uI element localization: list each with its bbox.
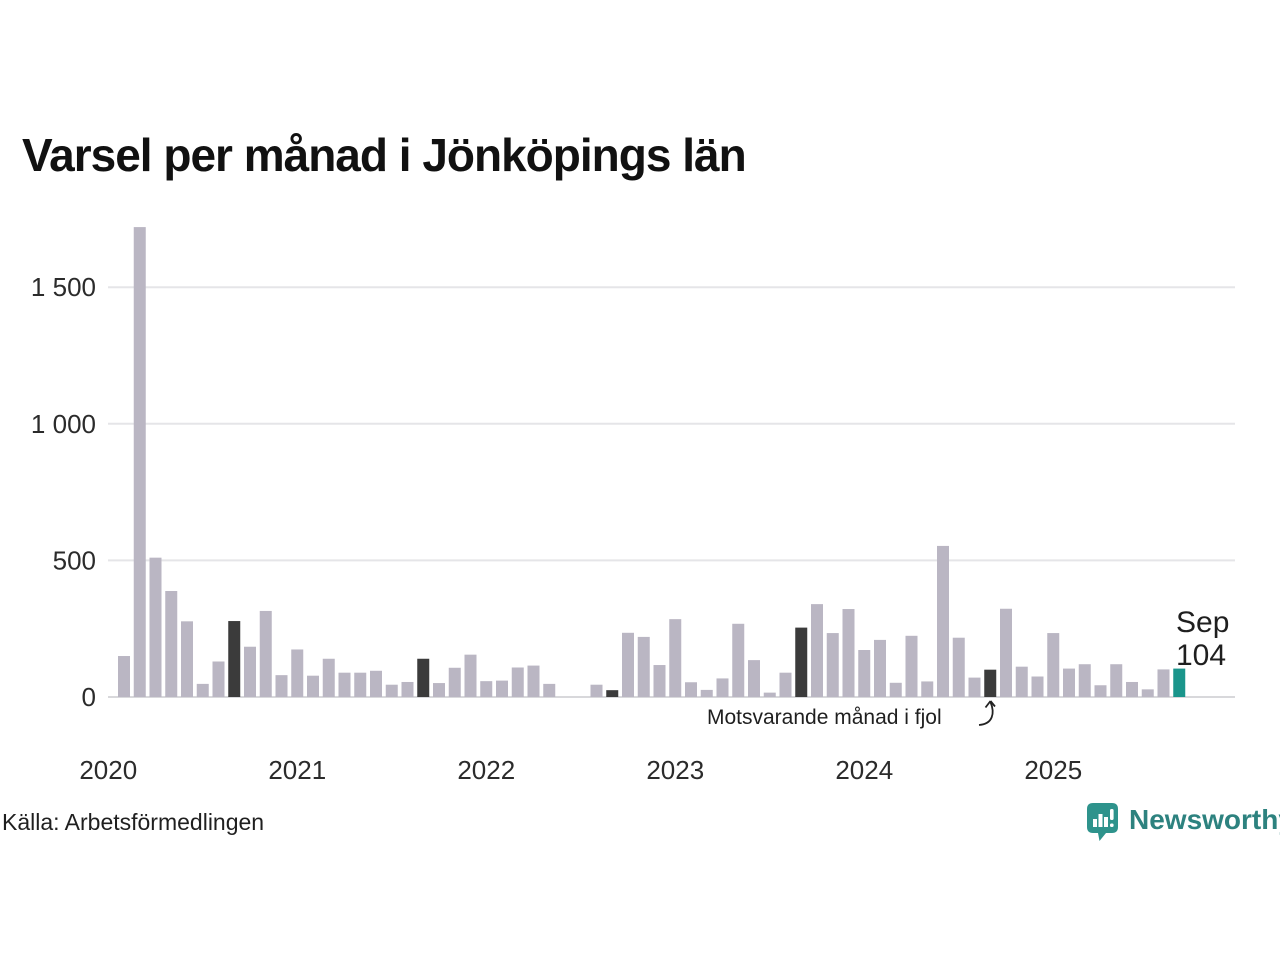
bar-2023-09 <box>795 627 808 697</box>
source-caption: Källa: Arbetsförmedlingen <box>2 809 265 835</box>
bar-2020-03 <box>133 227 146 697</box>
newsworthy-logo-text: Newsworthy <box>1129 804 1280 835</box>
bar-2021-01 <box>291 649 304 697</box>
bar-2025-04 <box>1094 685 1107 697</box>
bar-2025-07 <box>1141 689 1154 697</box>
bar-2020-09 <box>228 621 241 697</box>
bar-2022-05 <box>543 683 556 697</box>
bar-2020-12 <box>275 675 288 697</box>
bar-2025-01 <box>1047 633 1060 697</box>
bar-2023-11 <box>826 633 839 697</box>
bar-2021-03 <box>322 658 335 697</box>
compare-annotation-label: Motsvarande månad i fjol <box>707 706 942 729</box>
bar-2025-06 <box>1126 681 1138 697</box>
y-tick-0: 0 <box>82 682 96 712</box>
bar-2020-10 <box>244 646 256 697</box>
bar-2021-07 <box>385 684 398 697</box>
x-year-label-2025: 2025 <box>1024 755 1082 785</box>
bar-2024-05 <box>921 681 934 697</box>
bar-2020-04 <box>149 557 162 697</box>
bar-2023-07 <box>763 692 776 697</box>
bar-2022-10 <box>622 632 634 697</box>
bar-2023-05 <box>732 623 745 697</box>
bar-2022-08 <box>590 684 603 697</box>
bar-2022-04 <box>527 665 540 697</box>
bar-2022-09 <box>606 690 619 697</box>
bar-2024-12 <box>1031 676 1044 697</box>
bar-2021-10 <box>433 683 445 697</box>
bar-2023-12 <box>842 609 855 697</box>
bar-2020-07 <box>196 683 209 697</box>
bar-2023-03 <box>700 689 713 697</box>
bar-2020-06 <box>181 621 193 697</box>
bar-2023-04 <box>716 678 729 697</box>
bar-2025-08 <box>1157 669 1170 697</box>
bar-chart: 0 500 1 000 1 500 2020 2021 2022 2023 2024 2025 <box>31 227 1235 785</box>
bar-2021-06 <box>370 670 382 697</box>
bar-2021-02 <box>307 675 319 697</box>
bar-2022-12 <box>653 665 666 697</box>
bar-2021-05 <box>354 672 367 697</box>
bar-2025-05 <box>1110 664 1123 697</box>
bar-2022-01 <box>480 681 493 697</box>
current-month-label: Sep <box>1176 606 1230 639</box>
bar-2024-02 <box>874 639 886 697</box>
bar-2020-08 <box>212 661 225 697</box>
x-year-label-2020: 2020 <box>79 755 137 785</box>
page-title: Varsel per månad i Jönköpings län <box>22 129 747 181</box>
bar-2020-11 <box>259 610 272 697</box>
current-value-label: Sep 104 <box>1176 606 1229 672</box>
current-value-number: 104 <box>1176 639 1227 672</box>
bar-2023-02 <box>685 682 697 697</box>
newsworthy-logo: Newsworthy <box>1087 803 1280 843</box>
y-tick-1000: 1 000 <box>31 409 96 439</box>
bar-2022-11 <box>637 636 650 697</box>
bar-2024-07 <box>952 637 965 697</box>
bar-2024-11 <box>1015 666 1028 697</box>
bar-2025-02 <box>1063 668 1075 697</box>
bar-2021-09 <box>417 658 430 697</box>
x-year-label-2024: 2024 <box>835 755 893 785</box>
y-tick-1500: 1 500 <box>31 272 96 302</box>
bar-2024-04 <box>905 635 918 697</box>
bar-2025-09 <box>1173 668 1186 697</box>
bar-2021-12 <box>464 654 477 697</box>
bar-2022-02 <box>496 680 508 697</box>
y-tick-500: 500 <box>53 545 96 575</box>
newsworthy-bubble-icon <box>1087 803 1118 841</box>
bar-2024-10 <box>1000 608 1012 697</box>
x-year-label-2021: 2021 <box>268 755 326 785</box>
x-year-label-2023: 2023 <box>646 755 704 785</box>
bar-2021-11 <box>448 667 461 697</box>
bar-2023-10 <box>811 604 823 697</box>
bar-2023-06 <box>748 660 760 697</box>
bar-2020-05 <box>165 590 178 697</box>
bar-2024-08 <box>968 677 981 697</box>
bar-2023-08 <box>779 672 792 697</box>
bar-2025-03 <box>1078 664 1091 697</box>
bar-2024-01 <box>858 650 871 697</box>
bar-2023-01 <box>669 619 682 697</box>
bar-2024-03 <box>889 682 902 697</box>
bar-2024-09 <box>984 669 997 697</box>
x-year-label-2022: 2022 <box>457 755 515 785</box>
annotation-arrow-icon <box>978 700 996 726</box>
bar-2021-08 <box>401 681 414 697</box>
bar-2020-02 <box>118 656 130 697</box>
bar-2022-03 <box>511 667 524 697</box>
bar-2021-04 <box>338 672 351 697</box>
bar-2024-06 <box>937 545 949 697</box>
